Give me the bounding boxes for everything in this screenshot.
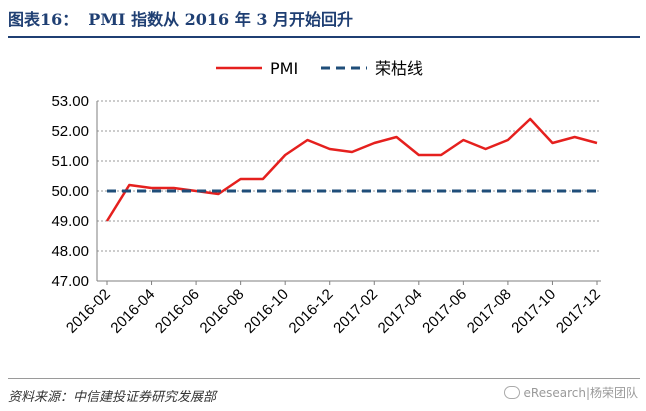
- x-tick-label: 2016-04: [107, 286, 158, 337]
- y-tick-label: 49.00: [51, 213, 89, 230]
- y-tick-label: 51.00: [51, 153, 89, 170]
- x-tick-label: 2016-10: [241, 286, 292, 337]
- figure-number: 图表16：: [8, 10, 79, 29]
- wechat-icon: [503, 386, 520, 399]
- y-tick-label: 48.00: [51, 243, 89, 260]
- legend-label-pmi: PMI: [270, 59, 298, 78]
- x-tick-label: 2017-12: [553, 286, 604, 337]
- x-tick-label: 2016-06: [152, 286, 203, 337]
- x-tick-label: 2017-08: [464, 286, 515, 337]
- watermark: eResearch|杨荣团队: [503, 384, 638, 401]
- y-tick-label: 47.00: [51, 273, 89, 290]
- x-tick-label: 2016-08: [197, 286, 248, 337]
- x-tick-label: 2016-12: [286, 286, 337, 337]
- figure-title: 图表16： PMI 指数从 2016 年 3 月开始回升: [8, 6, 640, 34]
- x-tick-label: 2017-02: [330, 286, 381, 337]
- figure-title-text: PMI 指数从 2016 年 3 月开始回升: [88, 10, 354, 29]
- x-tick-label: 2017-04: [375, 286, 426, 337]
- y-tick-label: 50.00: [51, 183, 89, 200]
- legend-label-boom-bust: 荣枯线: [375, 59, 423, 78]
- watermark-text: eResearch|杨荣团队: [523, 386, 638, 400]
- footer-divider: [8, 378, 640, 379]
- x-tick-label: 2016-02: [63, 286, 114, 337]
- pmi-line-chart: 47.00 48.00 49.00 50.00 51.00 52.00 53.00 2016-…: [51, 59, 604, 337]
- pmi-line: [105, 117, 598, 222]
- source-note: 资料来源：中信建投证券研究发展部: [8, 390, 217, 405]
- x-tick-label: 2017-06: [419, 286, 470, 337]
- y-tick-label: 53.00: [51, 93, 89, 110]
- title-divider: [8, 36, 640, 38]
- x-tick-label: 2017-10: [508, 286, 559, 337]
- y-tick-label: 52.00: [51, 123, 89, 140]
